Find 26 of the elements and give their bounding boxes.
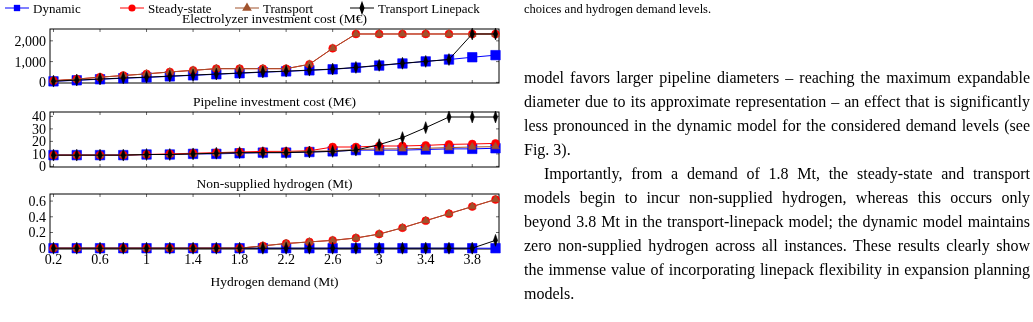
chart-title: Non-supplied hydrogen (Mt) xyxy=(196,176,353,191)
y-tick-label: 2,000 xyxy=(14,33,46,49)
x-tick-label: 1.8 xyxy=(230,252,249,267)
x-tick-label: 3 xyxy=(375,252,383,267)
x-tick-label: 3.8 xyxy=(463,252,481,267)
x-tick-label: 2.2 xyxy=(277,252,295,267)
x-tick-label: 2.6 xyxy=(323,252,342,267)
text: model favors larger pipeline diameters – reaching the maximum expandable diameter due to its approximate representation – an effect that is significantly less pronounced in the dynamic model for the considered demand levels (see Fig. 3). xyxy=(524,68,1030,161)
y-tick-label: 0 xyxy=(39,241,46,257)
x-tick-label: 1 xyxy=(143,252,151,267)
x-tick-label: 3.4 xyxy=(416,252,435,267)
x-tick-label: 0.6 xyxy=(91,252,109,267)
y-tick-label: 1,000 xyxy=(14,54,46,70)
chart-title: Pipeline investment cost (M€) xyxy=(192,94,357,109)
text: Importantly, from a demand of 1.8 Mt, the steady-state and transport models begin to incur non-supplied hydrogen, whereas this occurs only beyond 3.8 Mt in the transport-linepack model; the dynamic model maintains zero non-supplied hydrogen across all instances. These results clearly show the immense value of incorporating linepack flexibility in expansion planning models. xyxy=(524,164,1030,304)
y-tick-label: 0 xyxy=(39,75,46,91)
legend-label: Transport Linepack xyxy=(378,0,481,16)
text: choices and hydrogen demand levels. xyxy=(524,1,713,18)
y-tick-label: 0.2 xyxy=(28,225,46,241)
x-axis-title: Hydrogen demand (Mt) xyxy=(210,274,339,289)
y-tick-label: 0 xyxy=(39,159,46,175)
y-tick-label: 0.4 xyxy=(28,209,46,225)
x-tick-label: 1.4 xyxy=(184,252,202,267)
legend-label: Steady-state xyxy=(148,0,212,16)
legend-label: Dynamic xyxy=(33,0,81,16)
y-tick-label: 0.6 xyxy=(28,193,46,209)
